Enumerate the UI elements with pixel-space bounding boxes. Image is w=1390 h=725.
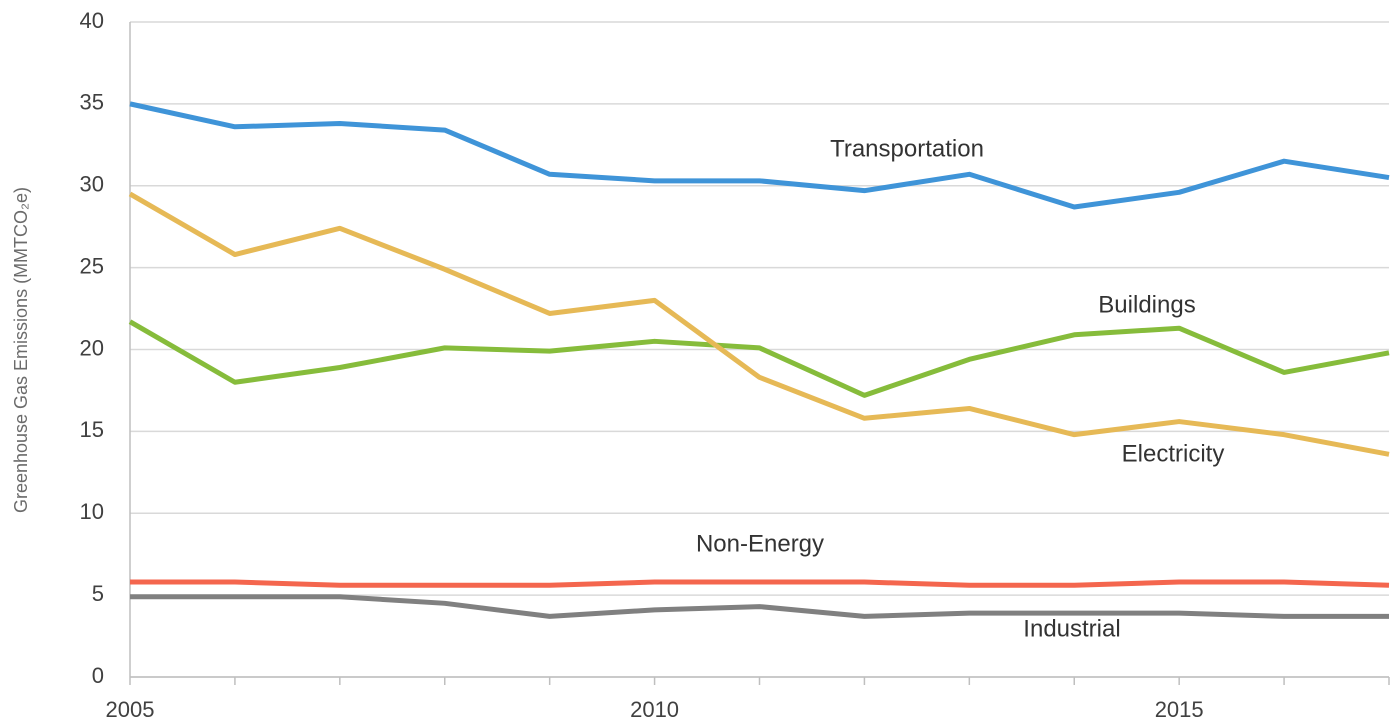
x-tick-label: 2015 — [1155, 697, 1204, 722]
series-label: Industrial — [1023, 615, 1120, 642]
y-axis-label: Greenhouse Gas Emissions (MMTCO₂e) — [11, 187, 31, 513]
x-tick-label: 2010 — [630, 697, 679, 722]
y-tick-label: 40 — [80, 8, 104, 33]
y-tick-label: 15 — [80, 417, 104, 442]
y-tick-label: 10 — [80, 499, 104, 524]
series-line — [130, 594, 1389, 619]
series-line — [129, 101, 1390, 210]
series-label: Buildings — [1098, 291, 1195, 318]
series-line — [128, 191, 1390, 457]
series-line — [128, 319, 1390, 398]
series-label: Transportation — [830, 135, 984, 162]
series-label: Non-Energy — [696, 530, 824, 557]
x-tick-label: 2005 — [106, 697, 155, 722]
y-tick-label: 20 — [80, 335, 104, 360]
y-tick-label: 25 — [80, 253, 104, 278]
y-tick-label: 35 — [80, 90, 104, 115]
y-tick-label: 0 — [92, 663, 104, 688]
series-label: Electricity — [1122, 440, 1225, 467]
y-tick-label: 5 — [92, 581, 104, 606]
y-tick-label: 30 — [80, 172, 104, 197]
series-line — [130, 579, 1390, 588]
